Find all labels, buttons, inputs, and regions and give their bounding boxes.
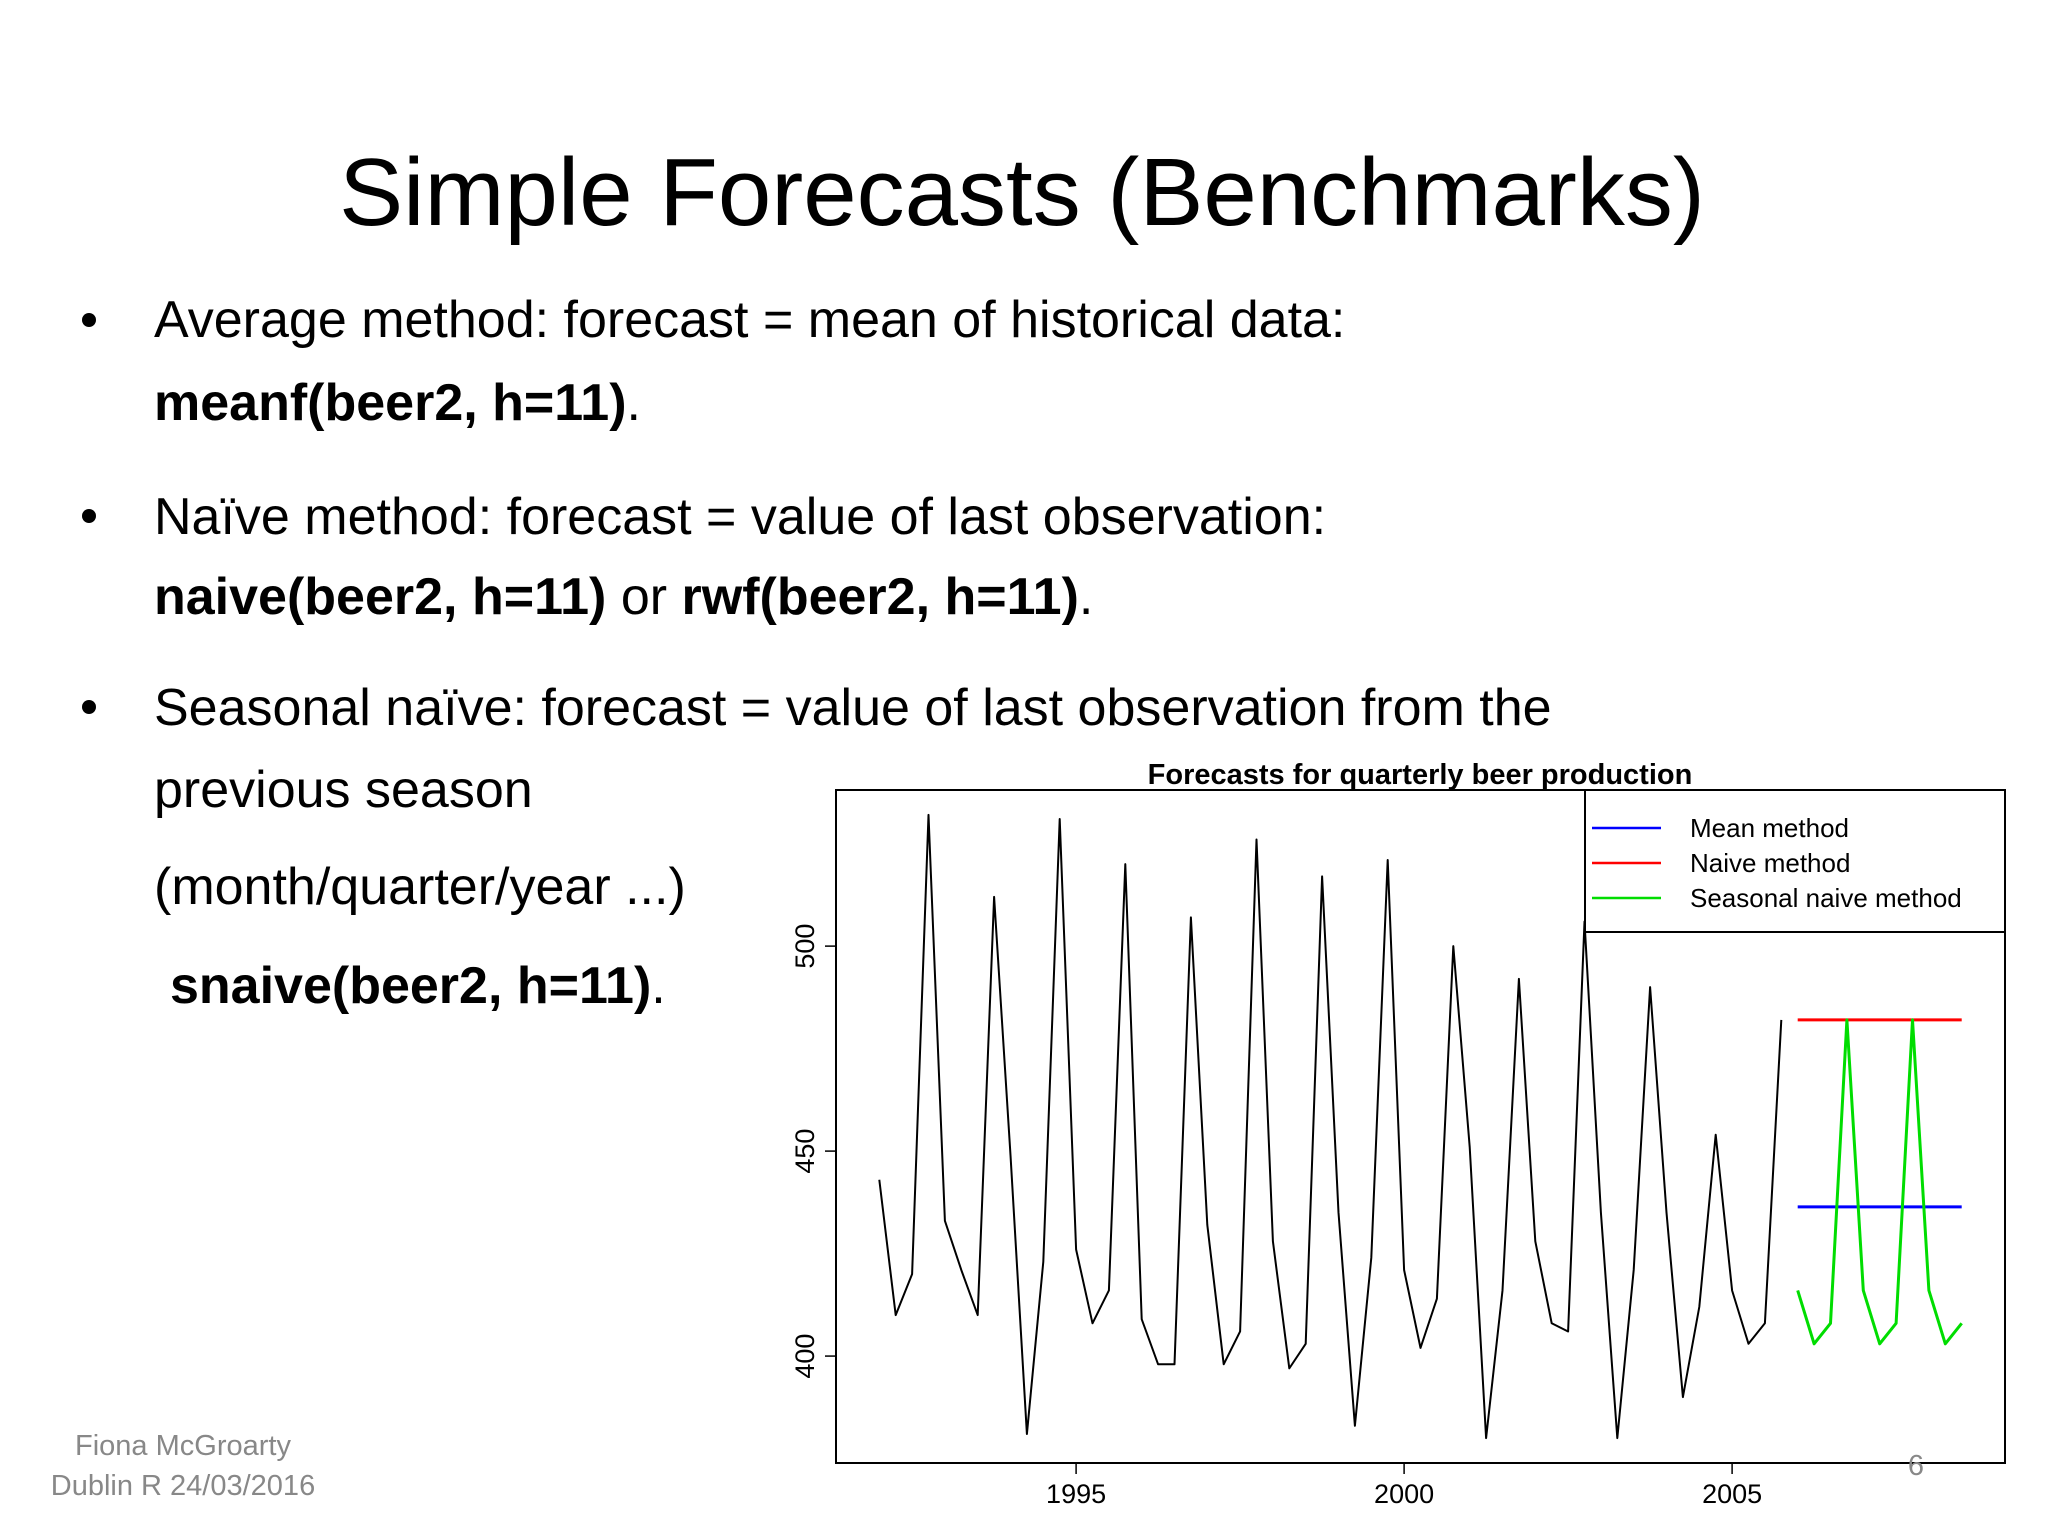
x-tick-label: 2000 [1374,1479,1434,1509]
joiner: or [621,568,667,626]
page-number: 6 [1908,1450,1924,1482]
bullet-text: Seasonal naïve: forecast = value of last… [154,679,1552,737]
x-tick-label: 1995 [1046,1479,1106,1509]
punctuation: . [627,374,641,432]
bullet-text: snaive(beer2, h=11). [170,957,666,1015]
bullet-dot [82,313,96,327]
legend-label: Mean method [1690,813,1849,843]
slide-title: Simple Forecasts (Benchmarks) [339,139,1705,246]
y-tick-label: 500 [790,924,820,969]
legend-box [1584,789,2006,933]
punctuation: . [651,957,665,1015]
code: rwf(beer2, h=11) [682,568,1079,626]
x-tick-label: 2005 [1702,1479,1762,1509]
bullet-text: meanf(beer2, h=11). [154,374,641,432]
bullet-text: Naïve method: forecast = value of last o… [154,488,1326,546]
bullet-text: previous season [154,761,533,819]
footer-event: Dublin R 24/03/2016 [51,1470,315,1502]
plot-frame [835,789,2006,1464]
code: meanf(beer2, h=11) [154,374,627,432]
bullet-text: naive(beer2, h=11) or rwf(beer2, h=11). [154,568,1093,626]
legend-label: Naive method [1690,848,1850,878]
y-tick-label: 450 [790,1129,820,1174]
punctuation: . [1079,568,1093,626]
bullet-text: Average method: forecast = mean of histo… [154,291,1345,349]
bullet-dot [82,509,96,523]
legend-label: Seasonal naive method [1690,883,1962,913]
chart-title: Forecasts for quarterly beer production [1148,759,1693,791]
series-line [1796,1018,1963,1346]
code: snaive(beer2, h=11) [170,957,651,1015]
footer-author: Fiona McGroarty [75,1430,291,1462]
series-line [878,813,1783,1440]
y-tick-label: 400 [790,1334,820,1379]
bullet-text: (month/quarter/year ...) [154,858,686,916]
bullet-dot [82,700,96,714]
code: naive(beer2, h=11) [154,568,606,626]
chart: Forecasts for quarterly beer production … [790,759,2006,1509]
